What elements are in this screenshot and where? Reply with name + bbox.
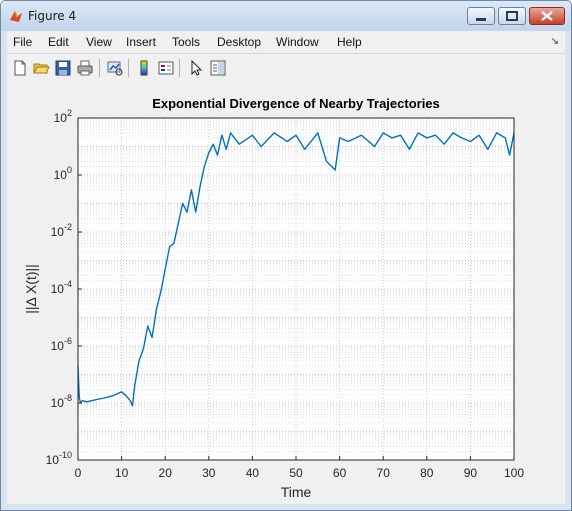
menu-file[interactable]: File <box>13 35 33 49</box>
x-tick-label: 80 <box>420 466 434 480</box>
toolbar-separator <box>128 59 129 77</box>
menu-edit[interactable]: Edit <box>48 35 69 49</box>
link-plot-icon[interactable] <box>106 59 124 77</box>
x-tick-label: 40 <box>246 466 260 480</box>
menu-tools[interactable]: Tools <box>172 35 201 49</box>
toolbar-separator <box>99 59 100 77</box>
figure-canvas: 0 10 20 30 40 50 60 70 80 90 100 102 100 10-2 10-4 10-… <box>7 82 565 504</box>
y-tick-label: 10-8 <box>51 393 72 410</box>
legend-icon[interactable] <box>157 59 175 77</box>
toolbar-separator <box>179 59 180 77</box>
maximize-icon <box>506 11 518 21</box>
y-tick-label: 102 <box>54 108 72 125</box>
grid-lines <box>77 118 515 461</box>
y-tick-label: 10-6 <box>51 336 72 353</box>
y-axis-label: ||Δ X(t)|| <box>23 264 39 314</box>
minimize-button[interactable] <box>467 7 495 25</box>
edit-plot-icon[interactable] <box>187 59 205 77</box>
y-tick-label: 100 <box>54 165 72 182</box>
chart-title: Exponential Divergence of Nearby Traject… <box>152 96 440 111</box>
save-icon[interactable] <box>54 59 72 77</box>
dock-arrow-icon[interactable]: ↘ <box>550 36 559 47</box>
maximize-button[interactable] <box>498 7 526 25</box>
window-title: Figure 4 <box>28 9 77 23</box>
menu-desktop[interactable]: Desktop <box>217 35 262 49</box>
x-tick-label: 90 <box>464 466 478 480</box>
x-tick-label: 100 <box>504 466 524 480</box>
figure-toolbar <box>7 53 565 83</box>
x-tick-label: 20 <box>159 466 173 480</box>
menu-window[interactable]: Window <box>276 35 319 49</box>
y-axis-ticks: 102 100 10-2 10-4 10-6 10-8 10-10 <box>46 108 82 467</box>
y-tick-label: 10-4 <box>51 279 72 296</box>
matlab-logo-icon <box>10 11 22 22</box>
x-tick-label: 30 <box>202 466 216 480</box>
minimize-icon <box>476 18 486 21</box>
print-icon[interactable] <box>76 59 94 77</box>
x-tick-label: 50 <box>289 466 303 480</box>
x-tick-label: 10 <box>115 466 129 480</box>
colorbar-icon[interactable] <box>135 59 153 77</box>
menu-insert[interactable]: Insert <box>126 35 157 49</box>
y-tick-label: 10-10 <box>46 450 72 467</box>
x-axis-label: Time <box>281 484 312 500</box>
menu-view[interactable]: View <box>86 35 112 49</box>
y-tick-label: 10-2 <box>51 222 72 239</box>
data-series-line <box>77 132 515 407</box>
close-icon <box>541 11 553 21</box>
property-editor-icon[interactable] <box>209 59 227 77</box>
chart-area[interactable]: 0 10 20 30 40 50 60 70 80 90 100 102 100 10-2 10-4 10-… <box>7 82 565 504</box>
x-tick-label: 60 <box>333 466 347 480</box>
menu-bar: File Edit View Insert Tools Desktop Wind… <box>7 31 565 53</box>
x-tick-label: 70 <box>377 466 391 480</box>
menu-help[interactable]: Help <box>337 35 362 49</box>
open-file-icon[interactable] <box>32 59 50 77</box>
new-figure-icon[interactable] <box>11 59 29 77</box>
x-axis-ticks: 0 10 20 30 40 50 60 70 80 90 100 <box>75 456 524 480</box>
title-bar[interactable]: Figure 4 <box>1 1 571 31</box>
close-button[interactable] <box>529 7 565 25</box>
x-tick-label: 0 <box>75 466 82 480</box>
